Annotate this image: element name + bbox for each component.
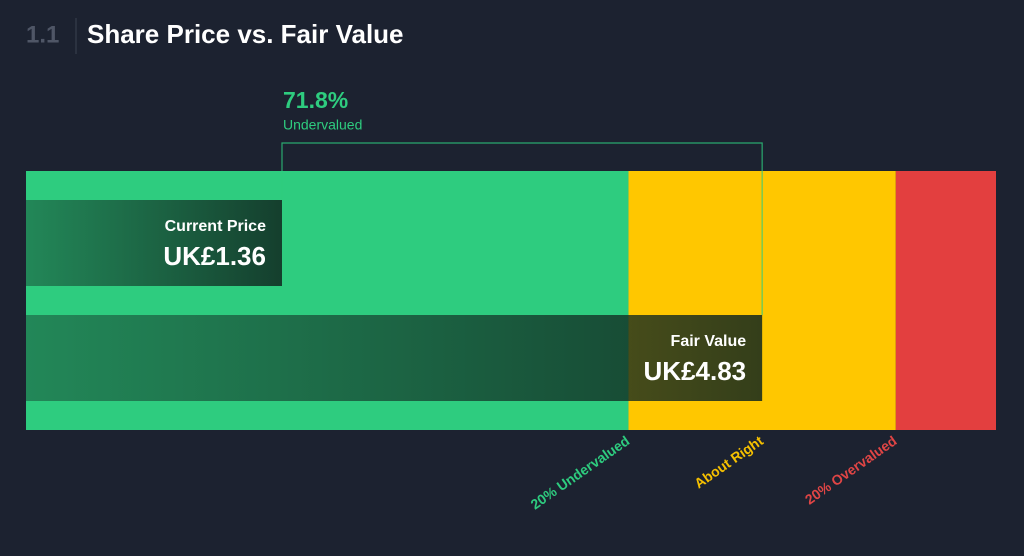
difference-value: 71.8% (283, 87, 348, 113)
bar-value-label: UK£1.36 (163, 241, 266, 271)
plot: Current Price UK£1.36 Fair Value UK£4.83 71.… (26, 87, 996, 512)
zone-label: 20% Undervalued (528, 432, 633, 512)
chart-title: Share Price vs. Fair Value (87, 19, 404, 49)
bar-category: Fair Value (671, 333, 747, 350)
zone-label: About Right (691, 432, 766, 491)
bar (26, 200, 282, 286)
difference-text: Undervalued (283, 117, 362, 133)
bar-category: Current Price (165, 218, 266, 235)
difference-bracket (281, 142, 763, 315)
bar-value-label: UK£4.83 (644, 356, 747, 386)
zone-label: 20% Overvalued (802, 432, 900, 507)
zone (895, 171, 996, 430)
section-number: 1.1 (26, 21, 59, 48)
bar (26, 315, 763, 401)
